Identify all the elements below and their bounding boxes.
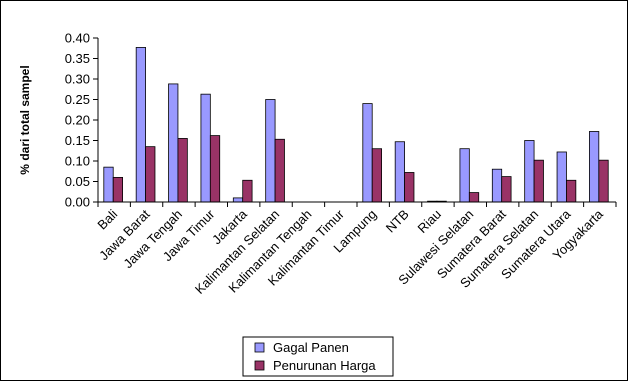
y-tick-label: 0.15 — [65, 133, 90, 148]
y-tick-label: 0.30 — [65, 72, 90, 87]
bar-gagal-panen — [103, 166, 114, 203]
bar-penurunan-harga — [598, 159, 609, 203]
bar-gagal-panen — [556, 151, 567, 203]
y-tick-label: 0.00 — [65, 195, 90, 210]
y-tick-label: 0.20 — [65, 113, 90, 128]
x-tick-label: NTB — [383, 207, 412, 236]
bar-penurunan-harga — [145, 146, 156, 203]
y-tick-label: 0.40 — [65, 31, 90, 46]
bar-gagal-panen — [394, 141, 405, 203]
legend-box — [242, 336, 394, 377]
bar-penurunan-harga — [242, 179, 253, 203]
bar-gagal-panen — [362, 103, 373, 203]
y-tick-label: 0.05 — [65, 174, 90, 189]
plot-area: 0.00 0.05 0.10 0.15 0.20 0.25 0.30 0.35 0.40 Bali… — [65, 31, 617, 297]
bar-penurunan-harga — [566, 179, 577, 203]
bar-penurunan-harga — [112, 176, 123, 203]
y-tick-label: 0.35 — [65, 51, 90, 66]
bar-penurunan-harga — [274, 138, 285, 203]
y-axis-label: % dari total sampel — [18, 65, 32, 174]
legend-label: Gagal Panen — [273, 340, 349, 355]
bar-penurunan-harga — [533, 159, 544, 203]
legend: Gagal Panen Penurunan Harga — [242, 336, 394, 377]
bar-gagal-panen — [168, 83, 179, 203]
legend-swatch — [254, 342, 265, 353]
bar-penurunan-harga — [468, 192, 480, 203]
bar-gagal-panen — [524, 140, 535, 203]
legend-swatch — [254, 360, 265, 371]
bar-penurunan-harga — [209, 135, 221, 203]
bar-penurunan-harga — [371, 148, 383, 203]
bar-gagal-panen — [589, 131, 600, 203]
bar-gagal-panen — [491, 168, 503, 203]
bar-gagal-panen — [265, 99, 276, 203]
x-tick-label: Bali — [94, 206, 120, 232]
y-tick-label: 0.10 — [65, 154, 90, 169]
bar-gagal-panen — [135, 47, 146, 203]
bar-penurunan-harga — [177, 138, 188, 203]
bar-gagal-panen — [232, 197, 244, 203]
bar-penurunan-harga — [404, 172, 415, 203]
legend-label: Penurunan Harga — [273, 358, 376, 373]
y-tick-label: 0.25 — [65, 92, 90, 107]
bar-gagal-panen — [459, 148, 470, 203]
bar-penurunan-harga — [501, 176, 512, 203]
bar-gagal-panen — [200, 93, 211, 203]
